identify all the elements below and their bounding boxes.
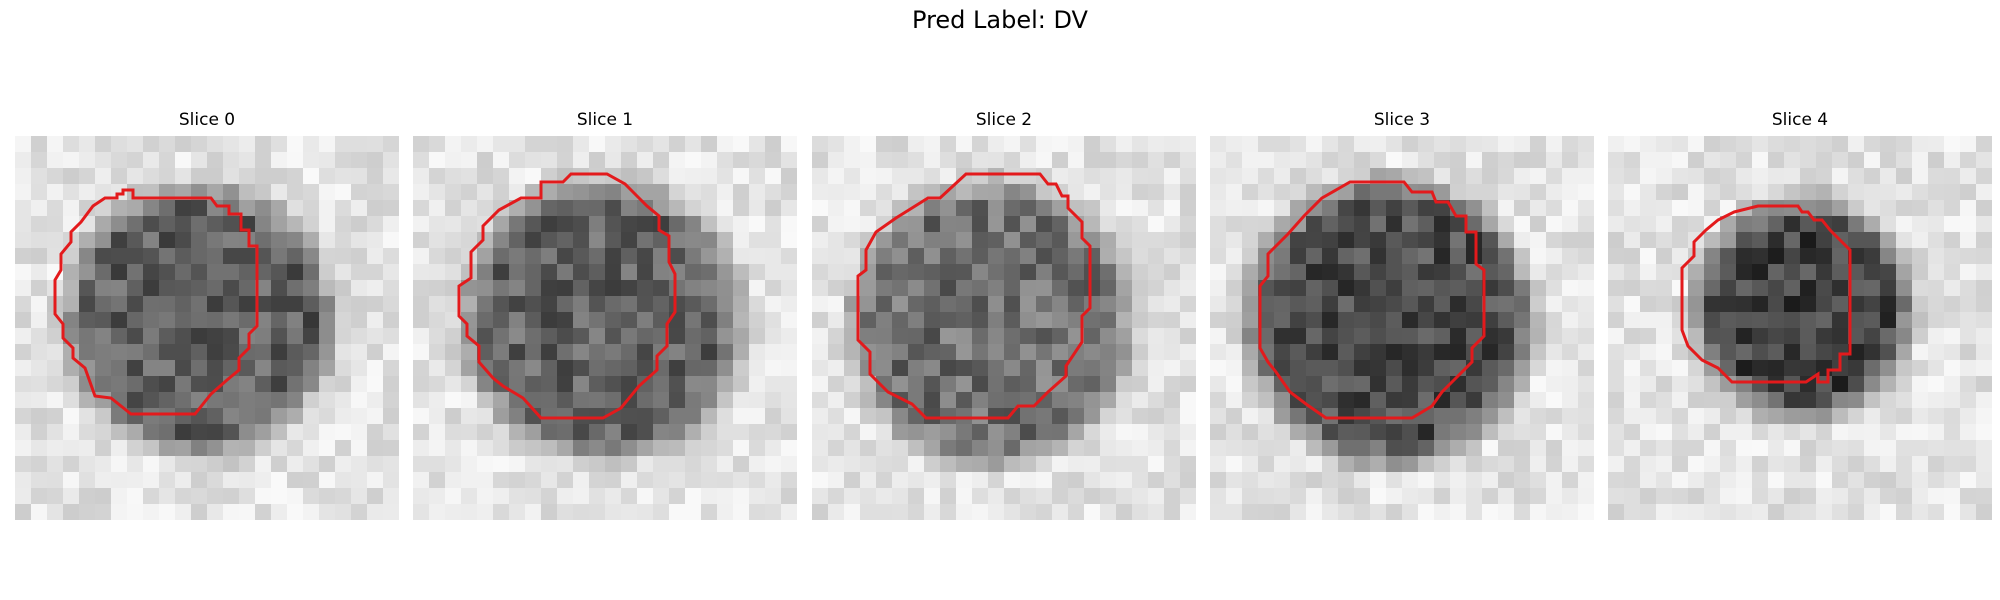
grayscale-slice [1608, 136, 1992, 520]
slice-image [1210, 136, 1594, 520]
slice-title: Slice 3 [1373, 110, 1431, 130]
slice-image [812, 136, 1196, 520]
grayscale-slice [1210, 136, 1594, 520]
segmentation-contour [53, 188, 259, 416]
slice-panel-4: Slice 4 [1608, 108, 1992, 520]
slice-image [15, 136, 399, 520]
slice-panel-3: Slice 3 [1210, 108, 1594, 520]
grayscale-slice [812, 136, 1196, 520]
slice-title: Slice 4 [1771, 110, 1829, 130]
slice-title: Slice 1 [576, 110, 634, 130]
slice-title: Slice 0 [178, 110, 236, 130]
slice-image [1608, 136, 1992, 520]
grayscale-slice [413, 136, 797, 520]
slice-title: Slice 2 [975, 110, 1033, 130]
slice-panel-2: Slice 2 [812, 108, 1196, 520]
segmentation-contour [856, 172, 1092, 420]
segmentation-contour [457, 172, 677, 420]
grayscale-slice [15, 136, 399, 520]
slice-panel-1: Slice 1 [413, 108, 797, 520]
segmentation-contour [1680, 204, 1852, 384]
slice-image [413, 136, 797, 520]
figure-title: Pred Label: DV [912, 6, 1088, 34]
segmentation-contour [1258, 180, 1486, 420]
slice-panel-0: Slice 0 [15, 108, 399, 520]
